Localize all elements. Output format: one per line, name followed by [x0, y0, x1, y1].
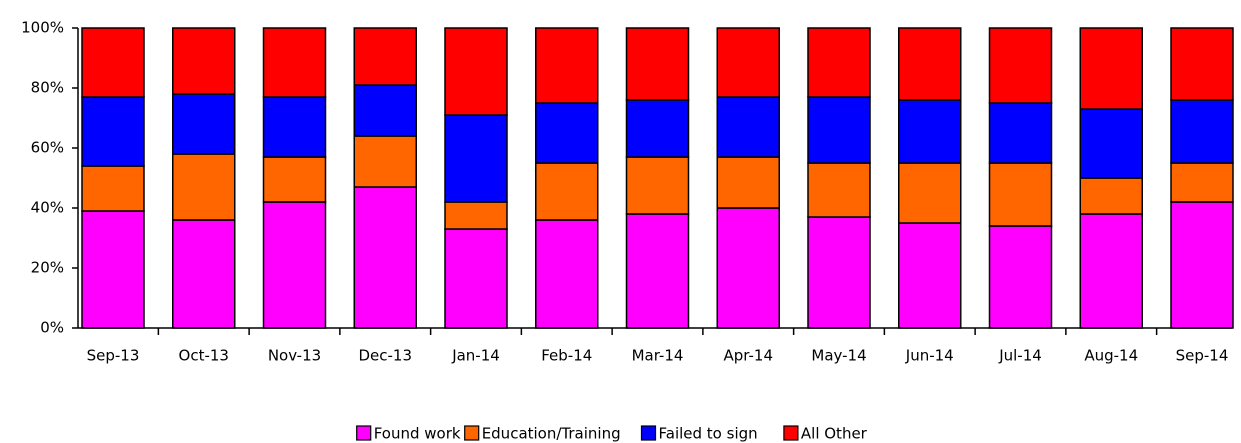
y-tick-label: 0% [40, 319, 64, 337]
x-tick-label: Oct-13 [179, 347, 229, 365]
bar-segment [1170, 99, 1234, 164]
x-tick-label: Mar-14 [632, 347, 684, 365]
legend-label: Found work [374, 425, 461, 443]
bar-segment [625, 213, 690, 329]
legend-label: Failed to sign [659, 425, 758, 443]
bar-segment [807, 27, 871, 98]
bar-segment [716, 27, 780, 98]
y-tick-label: 100% [21, 19, 64, 37]
bar-segment [81, 165, 145, 212]
bar-segment [1079, 213, 1143, 329]
bar-segment [1170, 27, 1234, 101]
x-tick-label: May-14 [811, 347, 866, 365]
bar-segment [353, 135, 417, 188]
bar-segment [1079, 27, 1143, 110]
bar-segment [81, 27, 145, 98]
bar-segment [172, 27, 236, 95]
bar-segment [172, 93, 236, 155]
y-tick-label: 20% [31, 259, 64, 277]
bar-segment [988, 162, 1053, 227]
bar-segment [716, 156, 780, 209]
bar-segment [535, 219, 599, 329]
bar-segment [444, 27, 508, 116]
bar-segment [1079, 108, 1143, 179]
bar-segment [172, 153, 236, 221]
bar-segment [444, 114, 508, 203]
x-tick-label: Jan-14 [451, 347, 500, 365]
x-tick-label: Feb-14 [541, 347, 592, 365]
legend-label: All Other [801, 425, 868, 443]
bar-segment [716, 96, 780, 158]
bar-segment [81, 96, 145, 167]
x-tick-label: Nov-13 [268, 347, 321, 365]
bar-segment [535, 102, 599, 164]
bar-segment [262, 156, 327, 203]
bar-segment [898, 99, 962, 164]
x-tick-label: Aug-14 [1084, 347, 1138, 365]
bar-segment [898, 27, 962, 101]
x-tick-label: Jul-14 [998, 347, 1042, 365]
bar-segment [988, 225, 1053, 329]
bar-segment [988, 102, 1053, 164]
bar-segment [353, 186, 417, 329]
y-tick-label: 40% [31, 199, 64, 217]
bar-segment [353, 84, 417, 137]
legend-swatch [356, 425, 372, 441]
bar-segment [262, 96, 327, 158]
bar-segment [625, 156, 690, 215]
bar-segment [625, 99, 690, 158]
bar-segment [1079, 177, 1143, 215]
legend-swatch [464, 425, 480, 441]
bar-segment [81, 210, 145, 329]
legend-label: Education/Training [482, 425, 621, 443]
bar-segment [807, 162, 871, 218]
legend-swatch [640, 425, 657, 441]
bar-segment [716, 207, 780, 329]
bar-segment [262, 201, 327, 329]
x-tick-label: Apr-14 [724, 347, 774, 365]
bar-segment [898, 162, 962, 224]
bar-segment [1170, 201, 1234, 329]
x-tick-label: Dec-13 [358, 347, 412, 365]
x-tick-label: Jun-14 [905, 347, 954, 365]
bar-segment [172, 219, 236, 329]
x-tick-label: Sep-14 [1176, 347, 1229, 365]
legend-swatch [783, 425, 799, 441]
bar-segment [807, 96, 871, 164]
bar-segment [535, 162, 599, 221]
y-tick-label: 60% [31, 139, 64, 157]
bar-segment [444, 201, 508, 230]
bar-segment [535, 27, 599, 104]
y-tick-label: 80% [31, 79, 64, 97]
bar-segment [1170, 162, 1234, 203]
bar-segment [988, 27, 1053, 104]
bar-segment [444, 228, 508, 329]
bar-segment [898, 222, 962, 329]
bar-segment [262, 27, 327, 98]
bar-segment [807, 216, 871, 329]
x-tick-label: Sep-13 [87, 347, 140, 365]
bar-segment [625, 27, 690, 101]
bar-segment [353, 27, 417, 86]
